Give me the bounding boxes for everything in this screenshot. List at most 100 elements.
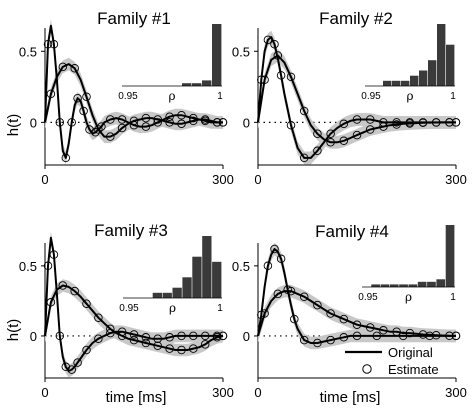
series-1-estimate-point [299,335,309,345]
histogram-bar [392,80,401,86]
series-2-estimate-point [141,338,151,348]
series-1-original-line [257,248,456,344]
series-2-estimate-point [165,118,174,127]
x-tick-label-300: 300 [445,385,467,400]
series-2-estimate-point [177,119,186,129]
series-2-estimate-point [352,320,362,329]
y-tick-label-0: 0 [30,115,37,130]
series-2-estimate-point [339,136,349,146]
series-2-original-line [44,284,224,351]
series-2-estimate-point [299,292,309,301]
series-2-estimate-point [445,331,454,341]
series-1-estimate-point [326,129,335,138]
series-2-estimate-point [418,330,428,339]
series-1-confidence-band [45,231,223,378]
series-1-estimate-point [290,314,299,324]
series-2-estimate-point [286,72,296,82]
histogram-tick-1: 1 [217,303,223,314]
series-1-estimate-point [165,112,174,121]
series-1-estimate-point [43,39,53,49]
y-tick-label-0: 0 [243,329,250,344]
histogram-tick-1: 1 [450,292,456,303]
series-1-estimate-point [49,39,59,49]
series-1-estimate-point [270,244,279,254]
series-2-estimate-point [189,344,198,353]
series-2-estimate-point [326,309,335,318]
series-2-estimate-point [141,113,151,123]
x-tick-label-300: 300 [212,385,234,400]
histogram-bar [399,284,408,287]
series-1-estimate-point [141,333,151,342]
series-2-estimate-point [189,116,198,126]
histogram-bar [202,80,212,86]
series-2-estimate-point [70,286,79,296]
series-1-estimate-point [372,331,382,341]
x-tick-label-300: 300 [212,172,234,187]
series-2-estimate-point [94,125,103,134]
series-1-estimate-point [43,261,53,271]
series-1-estimate-point [365,115,375,124]
histogram-rho-label: ρ [168,89,175,103]
series-2-estimate-point [273,289,283,299]
series-2-estimate-point [260,75,269,84]
histogram-bar [401,80,410,86]
series-1-estimate-point [165,333,174,342]
series-2-estimate-point [218,118,228,127]
series-1-estimate-point [263,261,273,271]
series-1-estimate-point [141,122,151,131]
series-1-estimate-point [61,153,71,163]
series-1-estimate-point [339,119,349,129]
series-1-estimate-point [276,71,286,80]
series-1-estimate-point [326,335,335,345]
series-2-estimate-point [153,115,162,124]
legend-estimate-marker [362,364,372,374]
histogram-bar [172,287,182,298]
histogram-bar [182,83,192,86]
y-tick-label-0: 0 [243,115,250,130]
series-2-estimate-point [339,314,349,324]
panel-title: Family #1 [97,9,171,28]
series-1-original-line [44,24,223,159]
histogram-bar [410,75,419,86]
y-tick-label-05: 0.5 [232,259,250,274]
series-1-estimate-point [73,358,82,367]
series-2-estimate-point [418,118,428,128]
histogram-tick-1: 1 [450,91,456,102]
series-1-estimate-point [91,128,100,137]
series-2-estimate-point [129,116,139,126]
panel-title: Family #4 [315,222,389,241]
histogram-rho-label: ρ [169,301,176,315]
histogram-tick-1: 1 [217,91,223,102]
series-1-estimate-point [177,110,186,120]
series-2-estimate-point [212,333,222,342]
histogram-bar [212,24,222,86]
series-1-estimate-point [153,334,162,343]
series-1-estimate-point [189,331,198,341]
series-2-estimate-point [129,335,139,345]
series-2-estimate-point [273,51,283,60]
histogram-bar [428,60,437,86]
inset-histogram: 0.95 ρ 1 [358,225,456,304]
legend: Original Estimate [345,345,439,377]
series-2-estimate-point [58,62,68,72]
series-1-estimate-point [263,35,273,45]
series-1-original-line [44,236,223,372]
y-tick-label-05: 0.5 [19,259,37,274]
series-1-estimate-point [286,120,296,130]
x-tick-label-0: 0 [41,385,48,400]
series-1-estimate-point [82,345,91,355]
x-tick-label-300: 300 [445,172,467,187]
series-2-estimate-point [326,138,335,147]
series-2-estimate-point [70,64,79,73]
series-1-estimate-point [352,115,362,124]
panel-1: Family #1 0 0.5 0 300 0.95 ρ 1 [19,9,234,187]
series-2-estimate-point [82,299,91,308]
x-tick-label-0: 0 [41,172,48,187]
series-2-estimate-point [313,129,322,138]
series-2-estimate-point [218,331,228,341]
series-1-estimate-point [352,331,362,341]
legend-original-label: Original [388,345,433,360]
y-tick-label-05: 0.5 [19,44,37,59]
histogram-bar [427,281,436,287]
